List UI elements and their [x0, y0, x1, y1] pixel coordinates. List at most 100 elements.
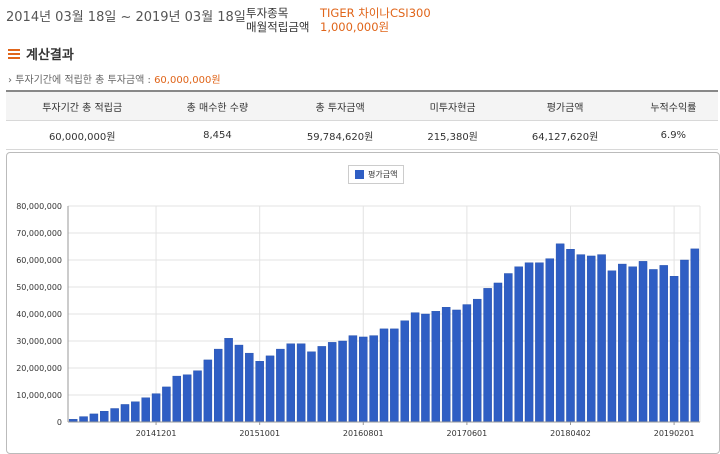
bar[interactable]	[618, 263, 627, 423]
x-tick-label: 20180402	[550, 429, 591, 438]
bar[interactable]	[514, 266, 523, 423]
bar[interactable]	[638, 261, 648, 423]
bar[interactable]	[348, 335, 358, 423]
bar[interactable]	[462, 304, 472, 423]
bar[interactable]	[379, 328, 389, 423]
bar[interactable]	[390, 328, 399, 423]
bar[interactable]	[545, 258, 555, 423]
cell-valuation: 64,127,620원	[501, 120, 629, 150]
bar[interactable]	[338, 340, 347, 423]
y-tick-label: 60,000,000	[16, 256, 62, 265]
x-tick-label: 20160801	[343, 429, 384, 438]
bar[interactable]	[131, 401, 140, 423]
bar[interactable]	[141, 397, 150, 423]
summary-line: › 투자기간에 적립한 총 투자금액 : 60,000,000원	[8, 71, 221, 86]
bar[interactable]	[317, 346, 327, 423]
bar[interactable]	[359, 336, 368, 423]
bar[interactable]	[265, 355, 275, 423]
bar[interactable]	[193, 370, 202, 423]
bar[interactable]	[524, 262, 534, 423]
bar[interactable]	[224, 338, 233, 423]
y-tick-label: 80,000,000	[16, 202, 62, 211]
bar[interactable]	[100, 411, 109, 423]
bar[interactable]	[151, 393, 161, 423]
bar[interactable]	[120, 404, 130, 423]
bar[interactable]	[441, 307, 451, 423]
y-tick-label: 0	[57, 418, 62, 427]
bar[interactable]	[255, 361, 264, 423]
bar[interactable]	[203, 359, 213, 423]
bar[interactable]	[493, 282, 503, 423]
header-cumulative-return: 누적수익률	[628, 90, 718, 121]
y-tick-label: 70,000,000	[16, 229, 62, 238]
header-total-quantity: 총 매수한 수량	[158, 90, 277, 121]
header-valuation: 평가금액	[501, 90, 629, 121]
bar[interactable]	[535, 262, 544, 423]
bar[interactable]	[421, 313, 430, 423]
summary-prefix: 투자기간에 적립한 총 투자금액 :	[15, 75, 155, 86]
bar[interactable]	[597, 254, 606, 423]
cell-total-quantity: 8,454	[158, 120, 277, 150]
bar[interactable]	[607, 270, 617, 423]
bar[interactable]	[431, 311, 441, 423]
bar[interactable]	[110, 408, 119, 423]
bar[interactable]	[473, 298, 482, 423]
bar[interactable]	[234, 344, 244, 423]
bar[interactable]	[307, 351, 316, 423]
legend-swatch	[355, 170, 364, 179]
bar[interactable]	[276, 348, 285, 423]
bar[interactable]	[286, 343, 295, 423]
bar[interactable]	[410, 312, 420, 423]
bar[interactable]	[483, 288, 492, 423]
bar[interactable]	[182, 374, 192, 423]
legend-label: 평가금액	[368, 170, 398, 179]
bar[interactable]	[296, 343, 306, 423]
bar[interactable]	[369, 335, 378, 423]
bar[interactable]	[79, 416, 88, 423]
bar[interactable]	[555, 243, 565, 423]
bar[interactable]	[669, 276, 679, 423]
investment-period: 2014년 03월 18일 ~ 2019년 03월 18일	[6, 10, 246, 25]
bar[interactable]	[586, 255, 596, 423]
bar[interactable]	[628, 266, 637, 423]
monthly-label: 매월적립금액	[246, 20, 310, 34]
table-row: 60,000,000원 8,454 59,784,620원 215,380원 6…	[6, 120, 718, 150]
header: 2014년 03월 18일 ~ 2019년 03월 18일 투자종목 TIGER…	[0, 0, 720, 36]
bar[interactable]	[576, 254, 586, 423]
y-tick-label: 30,000,000	[16, 337, 62, 346]
bar[interactable]	[327, 342, 337, 423]
header-total-saved: 투자기간 총 적립금	[6, 90, 159, 121]
y-tick-label: 10,000,000	[16, 391, 62, 400]
bar[interactable]	[400, 320, 409, 423]
chart-legend[interactable]: 평가금액	[348, 165, 405, 184]
x-tick-label: 20141201	[136, 429, 177, 438]
bar[interactable]	[245, 352, 254, 423]
list-icon	[8, 48, 20, 59]
bar[interactable]	[89, 413, 99, 423]
bar[interactable]	[504, 273, 513, 423]
fund-label: 투자종목	[246, 6, 289, 20]
section-title-text: 계산결과	[26, 48, 74, 63]
bar[interactable]	[162, 386, 171, 423]
bar[interactable]	[649, 269, 658, 423]
cell-cumulative-return: 6.9%	[628, 120, 718, 150]
monthly-value: 1,000,000원	[320, 20, 390, 34]
header-total-invested: 총 투자금액	[276, 90, 404, 121]
y-tick-label: 50,000,000	[16, 283, 62, 292]
x-tick-label: 20151001	[239, 429, 280, 438]
cell-total-saved: 60,000,000원	[6, 120, 159, 150]
bar[interactable]	[213, 348, 223, 423]
header-uninvested-cash: 미투자현금	[403, 90, 502, 121]
bar[interactable]	[172, 375, 182, 423]
bar[interactable]	[659, 265, 668, 423]
bar[interactable]	[690, 248, 700, 423]
bar[interactable]	[452, 309, 461, 423]
y-tick-label: 40,000,000	[16, 310, 62, 319]
bar[interactable]	[680, 259, 689, 423]
fund-value: TIGER 차이나CSI300	[320, 6, 431, 20]
result-table-header: 투자기간 총 적립금 총 매수한 수량 총 투자금액 미투자현금 평가금액 누적…	[6, 90, 718, 121]
section-title: 계산결과	[8, 44, 74, 63]
bar[interactable]	[566, 248, 575, 423]
y-tick-label: 20,000,000	[16, 364, 62, 373]
